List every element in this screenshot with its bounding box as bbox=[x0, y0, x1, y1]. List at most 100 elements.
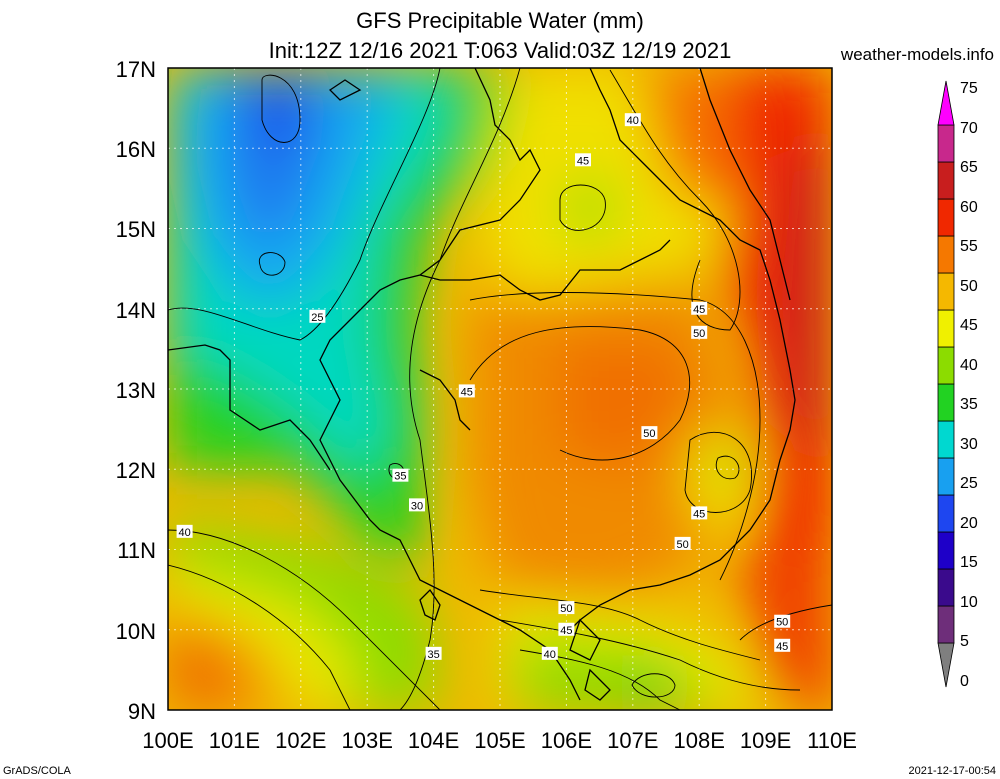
colorbar-label: 75 bbox=[960, 80, 978, 97]
colorbar-segment bbox=[937, 198, 955, 237]
svg-text:50: 50 bbox=[560, 603, 572, 615]
colorbar-label: 0 bbox=[960, 673, 969, 690]
lon-label: 109E bbox=[740, 728, 791, 753]
colorbar-label: 35 bbox=[960, 396, 978, 413]
colorbar-label: 15 bbox=[960, 554, 978, 571]
contour-lines bbox=[168, 68, 832, 710]
contour-label: 45 bbox=[691, 301, 708, 316]
colorbar-segment bbox=[937, 494, 955, 533]
colorbar-label: 70 bbox=[960, 120, 978, 137]
svg-text:30: 30 bbox=[411, 500, 423, 512]
longitude-axis: 100E 101E 102E 103E 104E 105E 106E 107E … bbox=[142, 728, 857, 753]
contour-label: 40 bbox=[624, 113, 641, 127]
colorbar-segment bbox=[937, 531, 955, 570]
coastlines-borders bbox=[168, 68, 796, 701]
colorbar-segment bbox=[937, 309, 955, 348]
colorbar-label: 55 bbox=[960, 238, 978, 255]
contour-label: 45 bbox=[558, 622, 575, 637]
precipitable-water-field: 40 45 45 50 25 45 50 35 30 45 50 40 50 45 40 35 50 45 bbox=[168, 68, 832, 710]
colorbar-segment bbox=[937, 272, 955, 311]
contour-label: 50 bbox=[641, 426, 658, 440]
svg-text:50: 50 bbox=[776, 617, 788, 629]
contour-label: 25 bbox=[309, 309, 326, 324]
svg-text:45: 45 bbox=[577, 155, 589, 167]
colorbar-segment bbox=[937, 80, 955, 126]
lon-label: 108E bbox=[674, 728, 725, 753]
colorbar-label: 5 bbox=[960, 633, 969, 650]
lat-label: 10N bbox=[116, 619, 156, 644]
lat-label: 12N bbox=[116, 458, 156, 483]
footer-right: 2021-12-17-00:54 bbox=[909, 765, 996, 777]
svg-text:45: 45 bbox=[461, 386, 473, 398]
lon-label: 100E bbox=[142, 728, 193, 753]
colorbar-segment bbox=[937, 346, 955, 385]
colorbar-segments bbox=[937, 80, 955, 688]
svg-text:50: 50 bbox=[693, 328, 705, 340]
svg-text:35: 35 bbox=[427, 649, 439, 661]
svg-text:40: 40 bbox=[627, 115, 639, 127]
lon-label: 105E bbox=[474, 728, 525, 753]
lat-label: 14N bbox=[116, 298, 156, 323]
lat-label: 15N bbox=[116, 217, 156, 242]
lon-label: 106E bbox=[541, 728, 592, 753]
contour-label: 45 bbox=[691, 506, 708, 520]
lat-label: 11N bbox=[117, 538, 156, 563]
lon-label: 104E bbox=[408, 728, 459, 753]
contour-label: 40 bbox=[176, 524, 193, 539]
lat-label: 9N bbox=[128, 699, 156, 724]
colorbar-segment bbox=[937, 124, 955, 163]
colorbar-label: 60 bbox=[960, 199, 978, 216]
contour-label: 50 bbox=[674, 536, 691, 551]
lon-label: 101E bbox=[209, 728, 260, 753]
lon-label: 102E bbox=[275, 728, 326, 753]
svg-text:45: 45 bbox=[693, 304, 705, 316]
colorbar-labels: 0 5 10 15 20 25 30 35 40 45 50 55 60 65 … bbox=[960, 80, 978, 690]
svg-text:40: 40 bbox=[544, 649, 556, 661]
colorbar-segment bbox=[937, 457, 955, 496]
footer-left: GrADS/COLA bbox=[3, 765, 72, 777]
svg-text:45: 45 bbox=[693, 508, 705, 520]
colorbar-label: 10 bbox=[960, 594, 978, 611]
colorbar-segment bbox=[937, 235, 955, 274]
colorbar-label: 25 bbox=[960, 475, 978, 492]
colorbar-label: 20 bbox=[960, 515, 978, 532]
lat-label: 17N bbox=[116, 57, 156, 82]
contour-label: 45 bbox=[575, 153, 591, 167]
contour-label: 50 bbox=[558, 601, 575, 615]
contour-label: 30 bbox=[409, 498, 425, 512]
colorbar-label: 65 bbox=[960, 159, 978, 176]
colorbar-segment bbox=[937, 161, 955, 200]
colorbar-segment bbox=[937, 568, 955, 607]
lon-label: 107E bbox=[607, 728, 658, 753]
svg-text:45: 45 bbox=[560, 625, 572, 637]
colorbar-segment bbox=[937, 605, 955, 644]
lon-label: 110E bbox=[807, 728, 857, 753]
lon-label: 103E bbox=[342, 728, 393, 753]
map-frame bbox=[167, 67, 833, 711]
colorbar: 0 5 10 15 20 25 30 35 40 45 50 55 60 65 … bbox=[937, 80, 978, 690]
colorbar-label: 30 bbox=[960, 436, 978, 453]
site-label: weather-models.info bbox=[840, 45, 994, 64]
svg-text:35: 35 bbox=[394, 471, 406, 483]
contour-label: 50 bbox=[691, 325, 708, 340]
lat-label: 13N bbox=[116, 378, 156, 403]
contour-label: 35 bbox=[392, 468, 409, 483]
contour-label: 45 bbox=[458, 384, 475, 398]
contour-label: 50 bbox=[774, 614, 791, 629]
contour-label-layer: 40 45 45 50 25 45 50 35 30 45 50 40 50 45 40 35 50 45 bbox=[176, 113, 791, 661]
svg-text:45: 45 bbox=[776, 641, 788, 653]
svg-text:50: 50 bbox=[676, 539, 688, 551]
contour-label: 35 bbox=[425, 646, 442, 661]
chart-title-line1: GFS Precipitable Water (mm) bbox=[356, 8, 644, 33]
colorbar-segment bbox=[937, 420, 955, 459]
chart-title-line2: Init:12Z 12/16 2021 T:063 Valid:03Z 12/1… bbox=[269, 38, 732, 63]
colorbar-label: 40 bbox=[960, 357, 978, 374]
svg-text:25: 25 bbox=[311, 312, 323, 324]
svg-text:40: 40 bbox=[178, 527, 190, 539]
colorbar-label: 45 bbox=[960, 317, 978, 334]
colorbar-label: 50 bbox=[960, 278, 978, 295]
contour-label: 40 bbox=[541, 646, 558, 661]
contour-label: 45 bbox=[774, 638, 791, 653]
colorbar-segment bbox=[937, 383, 955, 422]
